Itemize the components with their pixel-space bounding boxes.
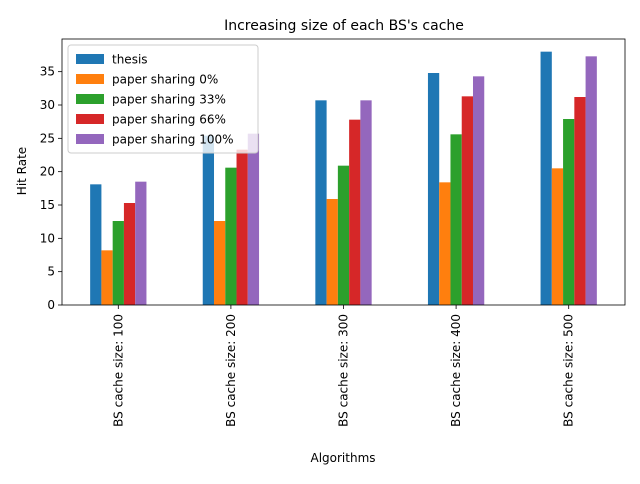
y-axis-label: Hit Rate	[15, 147, 29, 195]
bar-series-1-cat-3	[439, 182, 451, 305]
legend-box	[67, 44, 259, 154]
y-tick-label: 10	[40, 231, 55, 245]
bar-series-0-cat-2	[315, 100, 327, 305]
bar-series-3-cat-2	[349, 119, 361, 306]
bar-series-2-cat-4	[563, 119, 575, 305]
bar-series-0-cat-0	[90, 184, 102, 305]
bar-series-1-cat-4	[551, 168, 564, 305]
legend-swatch	[76, 54, 104, 64]
bar-series-4-cat-3	[472, 76, 485, 305]
x-tick-label: BS cache size: 500	[562, 314, 576, 427]
legend-swatch	[76, 114, 104, 124]
y-tick-label: 20	[40, 165, 55, 179]
y-tick-label: 35	[40, 65, 55, 79]
bar-series-4-cat-2	[360, 100, 372, 305]
bars-layer	[90, 51, 597, 306]
y-tick-label: 25	[40, 131, 55, 145]
bar-series-0-cat-4	[540, 51, 552, 305]
bar-series-0-cat-1	[202, 135, 215, 305]
legend-swatch	[76, 134, 104, 144]
legend-swatch	[76, 94, 104, 104]
x-tick-label: BS cache size: 400	[449, 314, 463, 427]
legend-label: paper sharing 0%	[112, 73, 218, 87]
y-tick-label: 15	[40, 198, 55, 212]
bar-series-3-cat-4	[574, 97, 586, 305]
legend: thesis paper sharing 0% paper sharing 33% p…	[67, 44, 259, 154]
legend-label: paper sharing 100%	[112, 133, 234, 147]
x-tick-label: BS cache size: 200	[224, 314, 238, 427]
y-tick-label: 5	[47, 265, 55, 279]
bar-series-1-cat-2	[326, 199, 338, 305]
x-tick-label: BS cache size: 300	[337, 314, 351, 427]
y-tick-label: 30	[40, 98, 55, 112]
bar-series-3-cat-1	[236, 149, 248, 305]
bar-series-2-cat-2	[337, 165, 350, 305]
legend-swatch	[76, 74, 104, 84]
legend-label: thesis	[112, 53, 148, 67]
x-tick-label: BS cache size: 100	[111, 314, 125, 427]
bar-series-2-cat-1	[225, 167, 237, 305]
axes-layer: 0 5 10 15 20 25 30 35 BS cache size: 100 BS cache…	[40, 38, 626, 427]
bar-series-2-cat-0	[112, 221, 124, 305]
bar-series-2-cat-3	[450, 134, 462, 305]
bar-series-4-cat-4	[585, 56, 597, 306]
bar-series-3-cat-3	[461, 96, 473, 305]
bar-series-1-cat-0	[101, 250, 113, 305]
legend-label: paper sharing 33%	[112, 93, 226, 107]
legend-label: paper sharing 66%	[112, 113, 226, 127]
x-axis-label: Algorithms	[310, 451, 375, 465]
y-tick-label: 0	[47, 298, 55, 312]
bar-series-3-cat-0	[123, 203, 136, 305]
bar-series-4-cat-1	[247, 133, 260, 305]
bar-series-1-cat-1	[214, 221, 226, 305]
bar-series-4-cat-0	[135, 181, 147, 305]
chart-title: Increasing size of each BS's cache	[224, 18, 464, 34]
bar-series-0-cat-3	[427, 73, 440, 305]
